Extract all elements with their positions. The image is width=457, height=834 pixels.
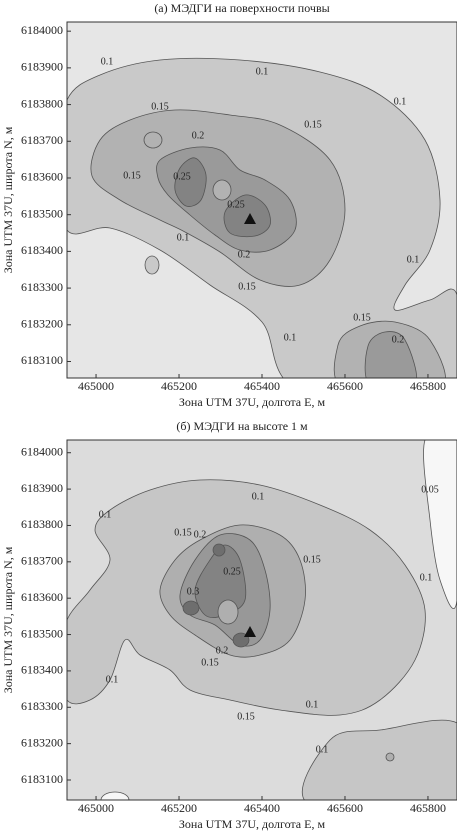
contour-label: 0.25	[227, 199, 245, 210]
y-tick-label: 6183900	[21, 481, 63, 495]
contour-label: 0.1	[256, 66, 269, 77]
contour-label: 0.1	[101, 56, 114, 67]
x-tick-label: 465000	[78, 379, 114, 393]
contour-region	[223, 194, 271, 238]
y-tick-label: 6183400	[21, 243, 63, 257]
contour-label: 0.15	[238, 281, 256, 292]
contour-label: 0.1	[420, 572, 433, 583]
plot-area: 0.050.10.10.10.10.10.10.150.150.150.20.2…	[67, 440, 457, 800]
panel-title: (б) МЭДГИ на высоте 1 м	[176, 419, 308, 433]
y-tick-label: 6183500	[21, 626, 63, 640]
y-tick-label: 6183800	[21, 517, 63, 531]
contour-label: 0.1	[284, 332, 297, 343]
x-tick-label: 465600	[327, 801, 363, 815]
y-tick-label: 6183400	[21, 663, 63, 677]
contour-label: 0.25	[173, 171, 191, 182]
y-axis-label: Зона UTM 37U, широта N, м	[1, 546, 15, 693]
contour-label: 0.15	[237, 711, 255, 722]
y-tick-label: 6183200	[21, 735, 63, 749]
x-tick-label: 465400	[244, 801, 280, 815]
x-tick-label: 465600	[327, 379, 363, 393]
contour-label: 0.15	[304, 119, 322, 130]
x-tick-label: 465200	[161, 801, 197, 815]
y-tick-label: 6184000	[21, 23, 63, 37]
contour-label: 0.15	[151, 101, 169, 112]
y-tick-label: 6183500	[21, 206, 63, 220]
contour-label: 0.1	[306, 699, 319, 710]
contour-label: 0.2	[194, 529, 207, 540]
contour-label: 0.15	[201, 657, 219, 668]
panel-title: (а) МЭДГИ на поверхности почвы	[154, 1, 329, 15]
panel: (а) МЭДГИ на поверхности почвы0.10.10.10…	[1, 1, 457, 409]
x-tick-label: 465200	[161, 379, 197, 393]
y-tick-label: 6183600	[21, 170, 63, 184]
contour-region	[194, 544, 247, 618]
contour-label: 0.2	[238, 249, 251, 260]
contour-region	[423, 440, 457, 609]
contour-label: 0.1	[252, 491, 265, 502]
contour-label: 0.3	[187, 586, 200, 597]
plot-area: 0.1 0.1 0.1 0.1 0.1 0.1 0.15 0.15 0.15 0.15 0.15 0.…	[67, 22, 457, 378]
contour-label: 0.15	[123, 170, 141, 181]
x-axis-label: Зона UTM 37U, долгота E, м	[179, 395, 326, 409]
contour-label: 0.1	[177, 232, 190, 243]
contour-region	[143, 131, 163, 149]
y-tick-label: 6183200	[21, 317, 63, 331]
contour-region	[364, 331, 418, 378]
contour-label: 0.25	[223, 566, 241, 577]
contour-region	[100, 791, 130, 800]
y-tick-label: 6183100	[21, 772, 63, 786]
y-tick-label: 6183700	[21, 554, 63, 568]
y-tick-label: 6183100	[21, 353, 63, 367]
contour-label: 0.15	[353, 312, 371, 323]
contour-region	[212, 543, 226, 557]
contour-region	[217, 599, 239, 625]
contour-label: 0.05	[421, 484, 439, 495]
x-tick-label: 465400	[244, 379, 280, 393]
contour-label: 0.1	[394, 96, 407, 107]
contour-label: 0.1	[99, 509, 112, 520]
contour-label: 0.15	[174, 527, 192, 538]
contour-label: 0.1	[106, 674, 119, 685]
y-tick-label: 6184000	[21, 444, 63, 458]
contour-label: 0.15	[303, 554, 321, 565]
source-marker	[244, 213, 256, 224]
contour-region	[182, 600, 200, 616]
x-tick-label: 465800	[410, 379, 446, 393]
y-tick-label: 6183300	[21, 280, 63, 294]
contour-label: 0.2	[216, 645, 229, 656]
x-tick-label: 465800	[410, 801, 446, 815]
panel: (б) МЭДГИ на высоте 1 м 0.05 0.1 0.1 0.1 0.1 0…	[1, 419, 457, 831]
contour-label: 0.2	[192, 130, 205, 141]
x-axis-label: Зона UTM 37U, долгота E, м	[179, 817, 326, 831]
y-tick-label: 6183600	[21, 590, 63, 604]
contour-label: 0.1	[407, 254, 420, 265]
contour-region	[212, 179, 232, 201]
y-axis-label: Зона UTM 37U, широта N, м	[1, 126, 15, 273]
y-tick-label: 6183300	[21, 699, 63, 713]
y-tick-label: 6183700	[21, 133, 63, 147]
contour-region	[174, 157, 207, 207]
x-tick-label: 465000	[78, 801, 114, 815]
contour-label: 0.1	[316, 744, 329, 755]
contour-region	[385, 752, 395, 762]
y-tick-label: 6183900	[21, 60, 63, 74]
y-tick-label: 6183800	[21, 96, 63, 110]
contour-region	[144, 255, 160, 275]
source-marker	[244, 626, 256, 637]
contour-label: 0.2	[392, 334, 405, 345]
contour-region	[302, 719, 457, 800]
